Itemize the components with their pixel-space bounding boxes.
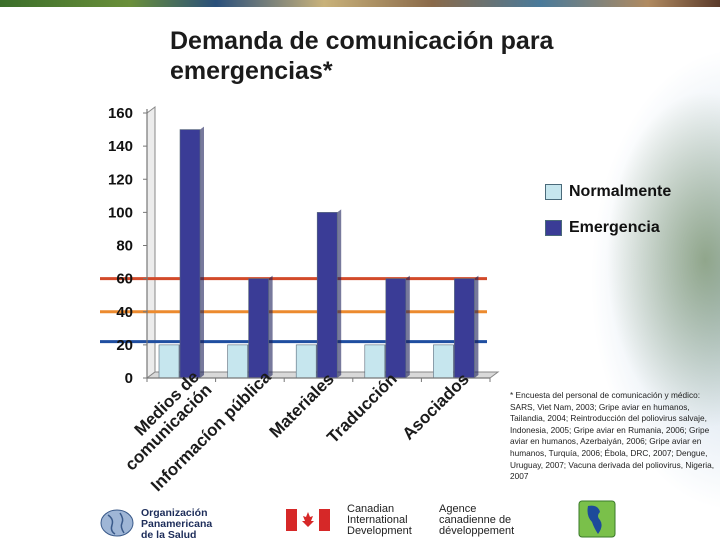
paho-globe-icon — [100, 509, 134, 537]
y-tick-label: 20 — [116, 337, 133, 354]
cida-fr-line-3: développement — [439, 525, 515, 537]
y-tick-label: 0 — [125, 370, 133, 387]
category-label-line-1: Asociados — [399, 369, 473, 443]
legend-swatch-emergency — [545, 220, 562, 236]
cida-fr-line-1: Agence — [439, 503, 477, 515]
y-tick-label: 100 — [108, 204, 133, 221]
canada-flag-icon — [286, 509, 330, 531]
legend-label-normal: Normalmente — [569, 183, 672, 200]
americas-map-icon — [578, 500, 616, 538]
bar-normal — [364, 344, 386, 379]
cida-french-name: Agence canadienne de développement — [439, 504, 514, 537]
cida-en-line-1: Canadian — [347, 503, 395, 515]
legend-item-emergency: Emergencia — [545, 218, 671, 238]
cida-english-name: Canadian International Development — [347, 504, 412, 537]
paho-line-2: Panamericana — [141, 518, 213, 530]
y-tick-label: 160 — [108, 105, 133, 122]
legend: Normalmente Emergencia — [545, 182, 671, 254]
y-tick-label: 40 — [116, 304, 133, 321]
bar-emergency — [248, 278, 269, 379]
bar-normal — [295, 344, 317, 379]
bar-emergency-side — [200, 126, 204, 378]
legend-item-normal: Normalmente — [545, 182, 671, 202]
logo-strip: Organización Panamericana de la Salud Ca… — [0, 498, 720, 541]
legend-label-emergency: Emergencia — [569, 219, 660, 236]
bar-emergency — [316, 212, 338, 379]
globe-background — [455, 0, 720, 540]
bar-normal — [227, 344, 248, 379]
bar-emergency — [454, 278, 475, 379]
y-tick-label: 120 — [108, 171, 133, 188]
y-tick-label: 140 — [108, 138, 133, 155]
paho-name: Organización Panamericana de la Salud — [141, 508, 212, 541]
footnote: * Encuesta del personal de comunicación … — [510, 390, 715, 482]
bar-normal — [433, 344, 454, 379]
y-tick-labels: 0 20 40 60 80 100 120 140 160 — [108, 105, 147, 387]
cida-en-line-3: Development — [347, 525, 412, 537]
y-tick-label: 80 — [116, 238, 133, 255]
reference-lines — [100, 277, 487, 344]
bar-emergency — [385, 278, 407, 379]
slide-title: Demanda de comunicación para emergencias… — [170, 27, 554, 85]
cida-fr-line-2: canadienne de — [439, 514, 512, 526]
bar-emergency-side — [268, 275, 273, 378]
legend-swatch-normal — [545, 184, 562, 200]
bar-emergency-side — [337, 209, 342, 378]
cida-en-line-2: International — [347, 514, 408, 526]
bar-emergency-side — [405, 275, 410, 378]
side-wall — [146, 106, 156, 379]
bars — [158, 126, 479, 379]
top-photo-banner — [0, 0, 720, 7]
paho-line-1: Organización — [141, 507, 208, 519]
paho-line-3: de la Salud — [141, 529, 197, 541]
bar-normal — [158, 344, 180, 379]
axes — [146, 109, 491, 382]
y-tick-label: 60 — [116, 271, 133, 288]
bar-emergency-side — [474, 275, 479, 378]
category-label: Asociados — [399, 369, 473, 443]
bar-emergency — [179, 129, 201, 379]
